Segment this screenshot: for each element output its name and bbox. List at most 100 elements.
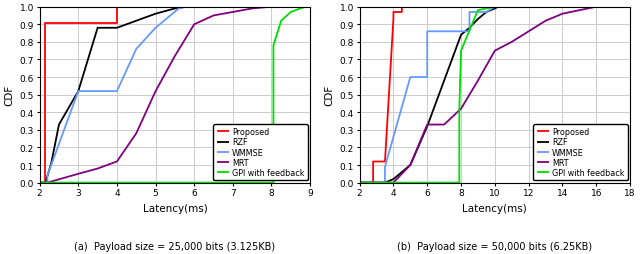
RZF [74,90,82,93]
Proposed [398,11,406,14]
RZF [182,6,190,9]
MRT [210,15,218,18]
RZF [466,27,474,30]
MRT [390,181,397,184]
WMMSE [55,143,63,146]
RZF [94,27,102,30]
GPI with feedback [457,50,465,53]
RZF [356,181,364,184]
Proposed [356,181,364,184]
Y-axis label: CDF: CDF [324,85,334,106]
RZF [113,27,121,30]
RZF [390,178,397,181]
MRT [440,123,448,126]
MRT [575,10,583,13]
RZF [132,20,140,23]
RZF [152,13,159,16]
Legend: Proposed, RZF, WMMSE, MRT, GPI with feedback: Proposed, RZF, WMMSE, MRT, GPI with feed… [533,124,628,181]
RZF [483,11,490,14]
Proposed [49,22,57,25]
GPI with feedback [494,6,502,9]
MRT [113,160,121,163]
Text: (b)  Payload size = 50,000 bits (6.25KB): (b) Payload size = 50,000 bits (6.25KB) [397,242,593,251]
Proposed [390,11,397,14]
WMMSE [36,181,44,184]
RZF [55,123,63,126]
Line: MRT: MRT [40,8,271,183]
Line: GPI with feedback: GPI with feedback [360,8,498,183]
WMMSE [132,48,140,51]
Proposed [115,6,123,9]
WMMSE [381,181,389,184]
MRT [491,50,499,53]
GPI with feedback [269,45,277,48]
GPI with feedback [287,11,294,14]
MRT [559,13,566,16]
MRT [525,31,532,34]
WMMSE [175,8,182,11]
MRT [508,41,516,44]
RZF [406,164,414,167]
GPI with feedback [456,108,463,111]
GPI with feedback [277,20,285,23]
GPI with feedback [491,6,499,9]
MRT [356,181,364,184]
Y-axis label: CDF: CDF [4,85,14,106]
Proposed [42,22,49,25]
WMMSE [406,76,414,79]
Legend: Proposed, RZF, WMMSE, MRT, GPI with feedback: Proposed, RZF, WMMSE, MRT, GPI with feed… [214,124,308,181]
MRT [541,20,549,23]
WMMSE [381,166,389,169]
RZF [491,8,499,11]
MRT [132,132,140,135]
Proposed [398,6,406,9]
WMMSE [44,174,51,177]
MRT [474,80,482,83]
Proposed [369,181,377,184]
WMMSE [424,76,431,79]
WMMSE [182,6,190,9]
WMMSE [424,31,431,34]
Line: WMMSE: WMMSE [360,8,495,183]
Proposed [113,22,121,25]
RZF [474,18,482,21]
WMMSE [113,90,121,93]
MRT [248,8,256,11]
MRT [229,11,237,14]
RZF [424,125,431,128]
Proposed [36,181,44,184]
Line: RZF: RZF [40,8,186,183]
Line: RZF: RZF [360,8,498,183]
X-axis label: Latency(ms): Latency(ms) [143,203,207,213]
WMMSE [113,90,121,93]
RZF [42,181,49,184]
RZF [171,8,179,11]
WMMSE [356,181,364,184]
RZF [457,34,465,37]
WMMSE [152,27,159,30]
GPI with feedback [303,6,310,9]
MRT [36,181,44,184]
MRT [94,167,102,170]
RZF [494,6,502,9]
Line: MRT: MRT [360,8,596,183]
RZF [36,181,44,184]
MRT [44,181,51,184]
Line: Proposed: Proposed [40,8,119,183]
MRT [74,173,82,176]
MRT [424,123,431,126]
X-axis label: Latency(ms): Latency(ms) [463,203,527,213]
GPI with feedback [483,8,490,11]
MRT [152,90,159,93]
Proposed [42,181,49,184]
MRT [190,24,198,27]
WMMSE [466,11,474,14]
RZF [47,162,55,165]
MRT [457,108,465,111]
MRT [593,6,600,9]
WMMSE [483,11,490,14]
Line: WMMSE: WMMSE [40,8,186,183]
Proposed [113,6,121,9]
GPI with feedback [456,181,463,184]
Line: GPI with feedback: GPI with feedback [40,8,307,183]
